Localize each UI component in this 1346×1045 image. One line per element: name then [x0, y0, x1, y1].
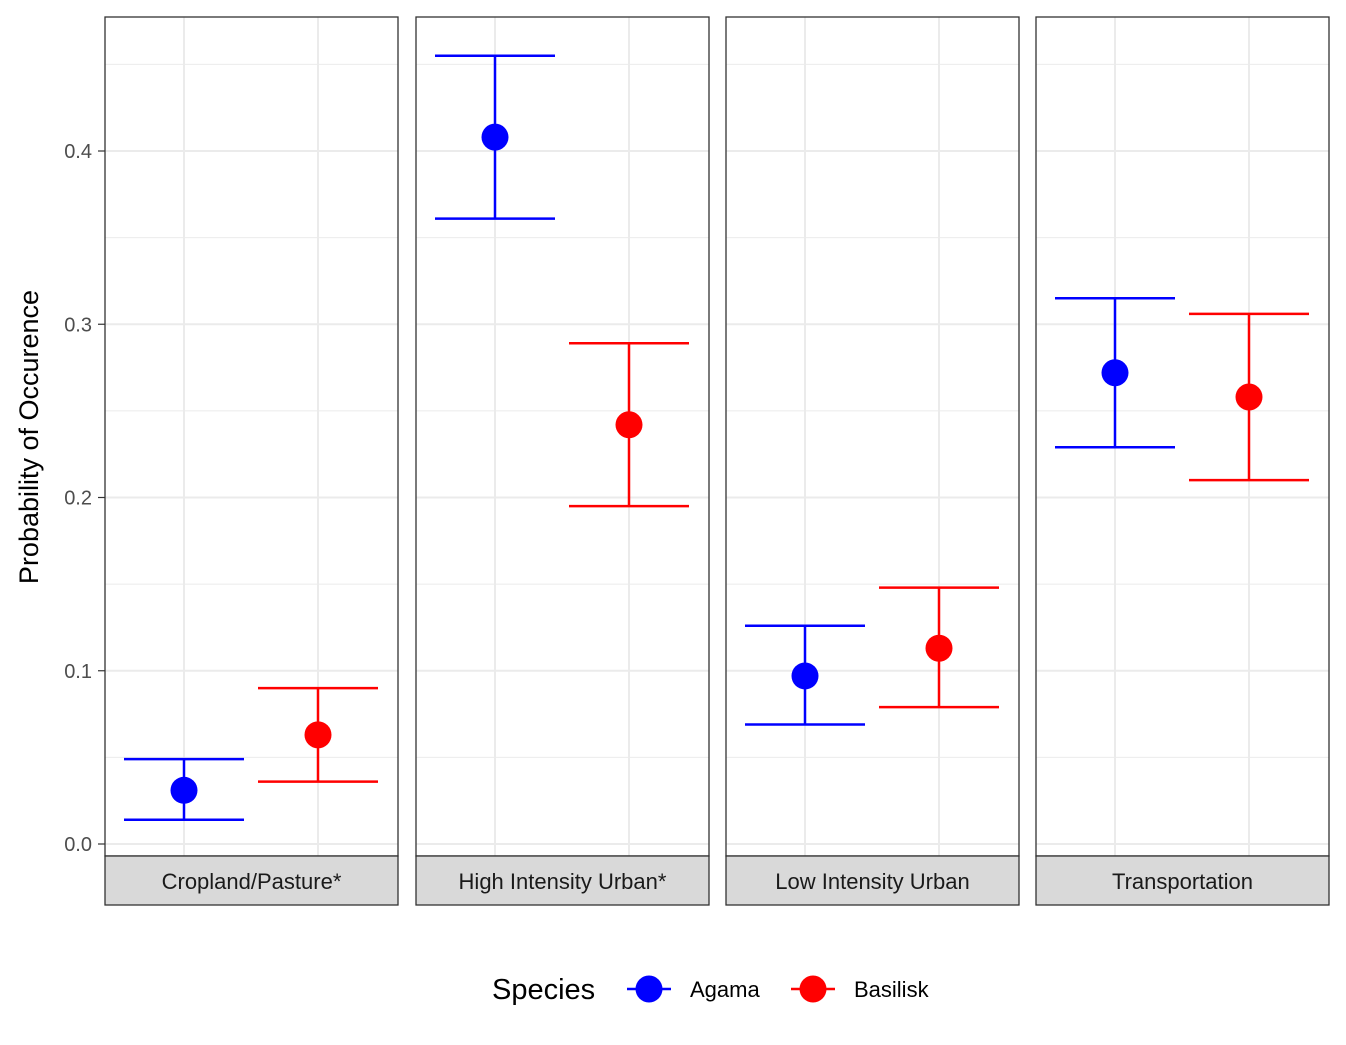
facet-label: High Intensity Urban*: [459, 869, 667, 894]
data-point-agama: [170, 776, 198, 804]
y-tick-label: 0.1: [64, 661, 92, 683]
facet-panels: Cropland/Pasture* High Intensity Urban* Lo…: [104, 16, 1330, 906]
facet-panel: Cropland/Pasture*: [104, 16, 399, 906]
y-tick-label: 0.3: [64, 314, 92, 336]
facet-strip: [415, 855, 710, 906]
data-point-basilisk: [1235, 383, 1263, 411]
legend-key-point: [799, 975, 827, 1003]
y-axis-title: Probability of Occurence: [14, 290, 44, 584]
facet-strip: [1035, 855, 1330, 906]
data-point-basilisk: [615, 411, 643, 439]
legend-label: Basilisk: [854, 977, 930, 1002]
facet-strip: [725, 855, 1020, 906]
facet-strip: [104, 855, 399, 906]
panel-background: [105, 17, 398, 856]
facet-panel: Low Intensity Urban: [725, 16, 1020, 906]
data-point-agama: [1101, 359, 1129, 387]
data-point-basilisk: [925, 634, 953, 662]
panel-background: [1036, 17, 1329, 856]
panel-background: [416, 17, 709, 856]
facet-label: Transportation: [1112, 869, 1253, 894]
legend-item-agama: Agama: [627, 975, 760, 1003]
y-tick-label: 0.4: [64, 141, 92, 163]
legend: Species Agama Basilisk: [492, 974, 930, 1006]
legend-label: Agama: [690, 977, 760, 1002]
legend-key-point: [635, 975, 663, 1003]
data-point-basilisk: [304, 721, 332, 749]
y-axis: 0.0 0.1 0.2 0.3 0.4: [64, 141, 105, 856]
facet-panel: High Intensity Urban*: [415, 16, 710, 906]
y-tick-label: 0.0: [64, 834, 92, 856]
legend-item-basilisk: Basilisk: [791, 975, 930, 1003]
legend-title: Species: [492, 974, 595, 1006]
panel-background: [726, 17, 1019, 856]
facet-panel: Transportation: [1035, 16, 1330, 906]
y-tick-label: 0.2: [64, 488, 92, 510]
facet-label: Low Intensity Urban: [775, 869, 969, 894]
facet-label: Cropland/Pasture*: [162, 869, 342, 894]
data-point-agama: [481, 123, 509, 151]
data-point-agama: [791, 662, 819, 690]
